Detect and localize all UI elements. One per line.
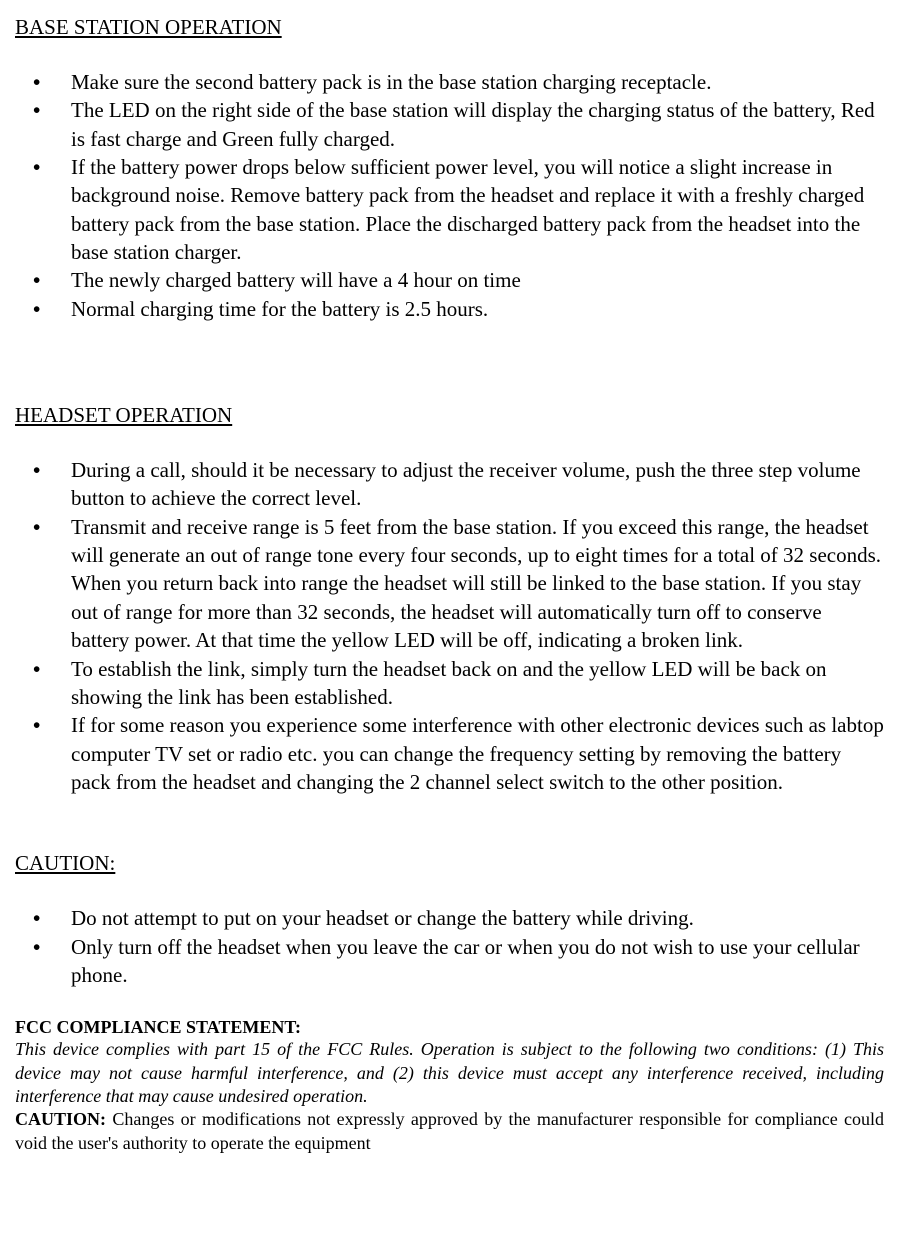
section-base-station: BASE STATION OPERATION Make sure the sec…	[15, 15, 884, 323]
section-fcc: FCC COMPLIANCE STATEMENT: This device co…	[15, 1017, 884, 1155]
list-item: If the battery power drops below suffici…	[15, 153, 884, 266]
list-item: If for some reason you experience some i…	[15, 711, 884, 796]
fcc-italic-text: This device complies with part 15 of the…	[15, 1038, 884, 1108]
fcc-caution-text: CAUTION: Changes or modifications not ex…	[15, 1108, 884, 1155]
list-item: To establish the link, simply turn the h…	[15, 655, 884, 712]
heading-caution: CAUTION:	[15, 851, 884, 876]
list-item: Do not attempt to put on your headset or…	[15, 904, 884, 932]
list-item: Transmit and receive range is 5 feet fro…	[15, 513, 884, 655]
list-item: Only turn off the headset when you leave…	[15, 933, 884, 990]
section-headset: HEADSET OPERATION During a call, should …	[15, 403, 884, 796]
fcc-caution-label: CAUTION:	[15, 1109, 106, 1129]
heading-base-station: BASE STATION OPERATION	[15, 15, 884, 40]
list-item: The newly charged battery will have a 4 …	[15, 266, 884, 294]
bullet-list-headset: During a call, should it be necessary to…	[15, 456, 884, 796]
bullet-list-base-station: Make sure the second battery pack is in …	[15, 68, 884, 323]
list-item: The LED on the right side of the base st…	[15, 96, 884, 153]
list-item: Normal charging time for the battery is …	[15, 295, 884, 323]
heading-headset: HEADSET OPERATION	[15, 403, 884, 428]
fcc-caution-body: Changes or modifications not expressly a…	[15, 1109, 884, 1152]
list-item: Make sure the second battery pack is in …	[15, 68, 884, 96]
section-caution: CAUTION: Do not attempt to put on your h…	[15, 851, 884, 989]
heading-fcc: FCC COMPLIANCE STATEMENT:	[15, 1017, 884, 1038]
list-item: During a call, should it be necessary to…	[15, 456, 884, 513]
bullet-list-caution: Do not attempt to put on your headset or…	[15, 904, 884, 989]
